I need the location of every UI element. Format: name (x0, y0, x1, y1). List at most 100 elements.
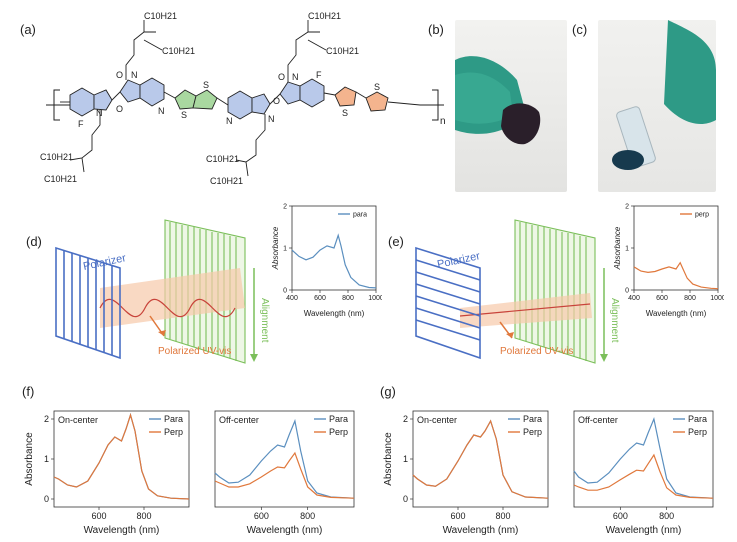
atom-s-2: S (203, 80, 209, 90)
plot-frame (573, 410, 714, 508)
panel-label-f: (f) (22, 384, 35, 399)
chain-label-5: C10H21 (206, 154, 239, 164)
y-tick-label: 2 (44, 414, 49, 424)
panel-label-e: (e) (388, 234, 404, 249)
chain-label-8: C10H21 (326, 46, 359, 56)
x-tick-label: 800 (136, 511, 151, 521)
plot-frame (53, 410, 190, 508)
y-tick-label: 1 (44, 454, 49, 464)
lactam-ring-1 (93, 89, 113, 111)
repeat-n: n (440, 116, 445, 127)
lactam-ring-3 (251, 93, 271, 115)
y-tick-label: 2 (403, 414, 408, 424)
atom-n-3: N (158, 106, 165, 116)
atom-n-1: N (96, 108, 103, 118)
beam-label-e: Polarized UV-vis (500, 346, 573, 357)
series-line-perp (412, 419, 549, 499)
chart-g-on-center: 600 800 0 1 2 Wavelength (nm) Absorbance On-cen… (383, 410, 549, 536)
y-tick-label: 0 (283, 287, 287, 294)
benzene-ring-1 (69, 87, 95, 117)
polarizer-label-e: Polarizer (436, 250, 481, 271)
legend-label: perp (695, 211, 709, 218)
atom-f-2: F (316, 70, 322, 80)
x-tick-label: 600 (613, 511, 628, 521)
legend-label: Para (164, 414, 183, 424)
series-line-para (214, 418, 355, 499)
lactam-ring-4 (279, 81, 301, 105)
lactam-ring-2 (119, 79, 141, 103)
legend-label: para (353, 211, 367, 218)
x-tick-label: 1000 (368, 295, 382, 302)
plot-frame (412, 410, 549, 508)
polymer-film (501, 103, 541, 145)
atom-n-2: N (131, 70, 138, 80)
legend-label: Perp (164, 427, 183, 437)
y-axis-label: Absorbance (24, 432, 35, 486)
vial-contents (612, 150, 644, 170)
x-axis-label: Wavelength (nm) (84, 525, 160, 536)
pyridine-ring-2 (227, 90, 253, 120)
chart-g-off-center: 600 800 Wavelength (nm) Off-center Para Perp (573, 410, 714, 536)
x-axis-label: Wavelength (nm) (443, 525, 519, 536)
polarized-wave (99, 298, 236, 318)
atom-s-4: S (374, 82, 380, 92)
x-tick-label: 600 (254, 511, 269, 521)
chain-label-6: C10H21 (210, 176, 243, 186)
y-tick-label: 1 (625, 245, 629, 252)
atom-n-6: N (292, 72, 299, 82)
alignment-label-e: Alignment (609, 298, 620, 343)
panel-label-a: (a) (20, 22, 36, 37)
setup-diagram-d: Polarizer Polarized UV-vis Alignment (55, 219, 270, 364)
alignment-label-d: Alignment (259, 298, 270, 343)
legend-label: Para (688, 414, 707, 424)
thieno-ring-1 (174, 89, 197, 110)
x-axis-label: Wavelength (nm) (646, 309, 707, 318)
y-axis-label: Absorbance (383, 432, 394, 486)
uv-beam (100, 268, 245, 328)
beam-label-d: Polarized UV-vis (158, 346, 231, 357)
atom-s-3: S (342, 108, 348, 118)
thieno-ring-2 (192, 89, 218, 110)
y-tick-label: 0 (625, 287, 629, 294)
polymer-structure: F N O O N N S S N N O O N F S S n C10H21… (40, 11, 445, 186)
x-tick-label: 800 (495, 511, 510, 521)
legend-label: Perp (688, 427, 707, 437)
photo-vial (598, 20, 716, 192)
thiophene-ring-1 (334, 86, 357, 107)
polarizer (55, 246, 121, 360)
plot-frame (633, 205, 719, 291)
chart-f-off-center: 600 800 Wavelength (nm) Off-center Para Perp (214, 410, 355, 536)
y-tick-label: 1 (283, 245, 287, 252)
y-tick-label: 0 (403, 494, 408, 504)
series-line-para (573, 416, 714, 499)
legend-label: Perp (523, 427, 542, 437)
pyridine-ring-1 (139, 77, 165, 107)
atom-n-4: N (226, 116, 233, 126)
y-axis-label: Absorbance (271, 226, 280, 270)
y-tick-label: 2 (625, 203, 629, 210)
chart-title: On-center (58, 415, 98, 425)
x-tick-label: 600 (450, 511, 465, 521)
vial (616, 106, 656, 168)
atom-n-5: N (268, 114, 275, 124)
panel-label-g: (g) (380, 384, 396, 399)
x-axis-label: Wavelength (nm) (247, 525, 323, 536)
polarizer (415, 246, 481, 360)
x-tick-label: 800 (342, 295, 354, 302)
series-line-perp (214, 451, 355, 499)
series-line-perp (573, 453, 714, 499)
alignment-sheet (514, 219, 596, 364)
chain-label-1: C10H21 (144, 11, 177, 21)
series-line-perp (53, 412, 190, 500)
y-tick-label: 2 (283, 203, 287, 210)
atom-o-1: O (116, 104, 123, 114)
inset-chart-e: 400 600 800 1000 0 1 2 Wavelength (nm) Absorbanc… (613, 203, 724, 318)
chart-title: Off-center (578, 415, 618, 425)
y-tick-label: 1 (403, 454, 408, 464)
atom-o-2: O (116, 70, 123, 80)
legend-label: Para (523, 414, 542, 424)
x-tick-label: 600 (656, 295, 668, 302)
x-axis-label: Wavelength (nm) (606, 525, 682, 536)
x-tick-label: 1000 (710, 295, 724, 302)
panel-label-b: (b) (428, 22, 444, 37)
